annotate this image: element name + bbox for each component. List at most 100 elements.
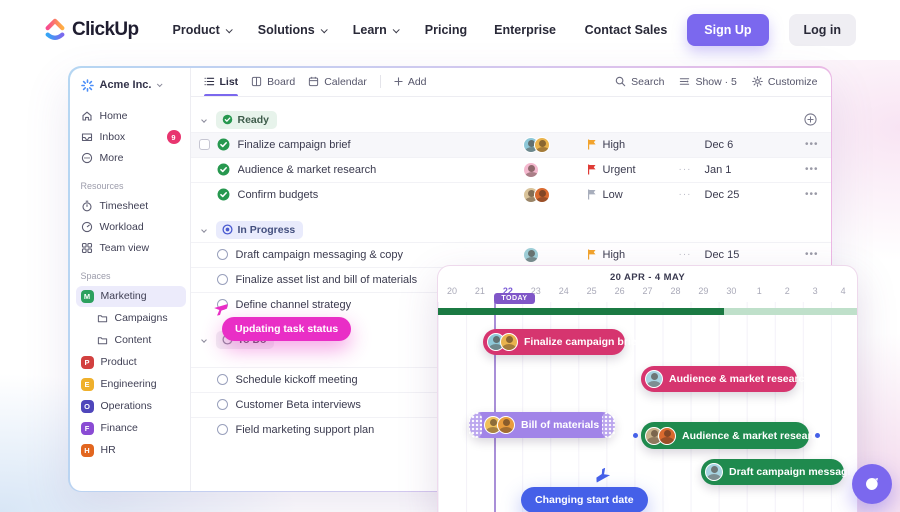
sidebar-item-team-view[interactable]: Team view xyxy=(77,238,185,259)
collapse-chevron-icon[interactable] xyxy=(200,226,207,233)
gantt-bar[interactable]: Draft campaign messaging xyxy=(701,459,857,485)
priority-cell[interactable]: High xyxy=(587,249,679,261)
nav-item-enterprise[interactable]: Enterprise xyxy=(494,23,556,37)
assignee-avatars[interactable] xyxy=(522,246,587,263)
task-row[interactable]: Draft campaign messaging & copy High ···… xyxy=(190,241,831,267)
gantt-day: 21 xyxy=(474,286,485,296)
dependency-dot[interactable] xyxy=(815,433,820,438)
gantt-day: 26 xyxy=(614,286,625,296)
due-date[interactable]: Dec 6 xyxy=(704,138,734,151)
sidebar-item-inbox[interactable]: Inbox 9 xyxy=(77,127,185,148)
space-operations[interactable]: O Operations xyxy=(76,396,186,417)
drag-handle-left[interactable] xyxy=(469,412,482,438)
space-badge: F xyxy=(80,421,94,435)
sidebar-item-home[interactable]: Home xyxy=(77,106,185,127)
sidebar-item-timesheet[interactable]: Timesheet xyxy=(77,196,185,217)
priority-cell[interactable]: Low xyxy=(587,189,679,201)
space-marketing[interactable]: M Marketing xyxy=(75,285,186,307)
priority-cell[interactable]: High xyxy=(587,139,679,151)
gantt-day: 30 xyxy=(726,286,737,296)
task-checkbox[interactable] xyxy=(198,139,210,150)
nav-item-pricing[interactable]: Pricing xyxy=(424,23,468,37)
log-in-button[interactable]: Log in xyxy=(788,14,856,46)
search-button[interactable]: Search xyxy=(615,76,664,88)
show-filter-icon xyxy=(680,78,690,85)
contact-sales-link[interactable]: Contact Sales xyxy=(584,23,668,37)
drag-handle-right[interactable] xyxy=(602,412,615,438)
priority-more-dots[interactable]: ··· xyxy=(678,189,692,200)
folder-campaigns[interactable]: Campaigns xyxy=(76,308,186,329)
sidebar-item-workload[interactable]: Workload xyxy=(77,217,185,238)
status-done-icon[interactable] xyxy=(217,163,230,176)
priority-cell[interactable]: Urgent xyxy=(587,164,679,176)
gantt-bar[interactable]: Audience & market research xyxy=(641,366,811,392)
gantt-day: 20 xyxy=(446,286,457,296)
space-badge: M xyxy=(80,289,94,303)
status-open-icon[interactable] xyxy=(216,274,228,285)
nav-item-product[interactable]: Product xyxy=(173,23,233,37)
task-row[interactable]: Confirm budgets Low ··· Dec 25 xyxy=(190,181,831,207)
customize-button[interactable]: Customize xyxy=(752,76,818,88)
status-done-icon[interactable] xyxy=(217,138,230,151)
collapse-chevron-icon[interactable] xyxy=(200,336,207,343)
status-open-icon[interactable] xyxy=(216,424,228,435)
space-hr[interactable]: H HR xyxy=(76,440,186,461)
status-open-icon[interactable] xyxy=(216,249,228,260)
priority-more-dots[interactable]: ··· xyxy=(678,164,692,175)
row-menu-button[interactable]: ••• xyxy=(804,189,819,200)
group-header-ready[interactable]: Ready xyxy=(191,108,831,132)
priority-more-dots[interactable]: ··· xyxy=(678,249,692,260)
tab-calendar[interactable]: Calendar xyxy=(308,68,367,96)
task-row[interactable]: Finalize campaign brief High De xyxy=(190,131,831,157)
gantt-bar-label: Draft campaign messaging xyxy=(729,466,858,478)
gantt-date-range: 20 APR - 4 MAY xyxy=(609,272,686,283)
collapse-chevron-icon[interactable] xyxy=(200,116,207,123)
sign-up-button[interactable]: Sign Up xyxy=(687,14,769,46)
due-date[interactable]: Jan 1 xyxy=(704,163,732,176)
nav-menu: Product Solutions Learn Pricing Enterpri… xyxy=(173,23,556,37)
task-row[interactable]: Audience & market research Urgent ··· Ja… xyxy=(190,156,831,182)
space-finance[interactable]: F Finance xyxy=(76,418,186,439)
chat-widget-button[interactable] xyxy=(852,464,892,504)
sidebar-item-label: Inbox xyxy=(99,131,126,143)
row-menu-button[interactable]: ••• xyxy=(804,164,819,175)
space-engineering[interactable]: E Engineering xyxy=(76,374,186,395)
tab-list[interactable]: List xyxy=(203,68,238,96)
space-label: Finance xyxy=(100,422,138,434)
row-menu-button[interactable]: ••• xyxy=(804,249,819,260)
nav-item-solutions[interactable]: Solutions xyxy=(258,23,328,37)
row-menu-button[interactable]: ••• xyxy=(804,139,819,150)
dependency-dot[interactable] xyxy=(633,433,638,438)
folder-content[interactable]: Content xyxy=(76,330,186,351)
gantt-bar[interactable]: Audience & market research xyxy=(641,422,824,449)
gantt-bar-label: Audience & market research xyxy=(682,429,824,442)
nav-item-learn[interactable]: Learn xyxy=(353,23,400,37)
status-open-icon[interactable] xyxy=(216,374,228,385)
assignee-avatars[interactable] xyxy=(522,186,587,203)
workspace-switcher[interactable]: Acme Inc. xyxy=(80,78,181,92)
gantt-bar[interactable]: Finalize campaign brief xyxy=(483,329,640,355)
show-filter-button[interactable]: Show · 5 xyxy=(679,76,737,88)
group-header-in-progress[interactable]: In Progress xyxy=(191,218,831,242)
gantt-bar[interactable]: Bill of materials xyxy=(469,412,615,438)
assignee-avatars[interactable] xyxy=(522,136,587,153)
due-date[interactable]: Dec 15 xyxy=(704,248,740,261)
space-label: Engineering xyxy=(100,378,157,390)
view-toolbar: List Board Calendar Add xyxy=(190,68,831,97)
sidebar-item-label: Home xyxy=(99,110,128,122)
add-view-button[interactable]: Add xyxy=(394,76,427,88)
priority-flag-icon xyxy=(587,164,595,175)
sidebar-item-more[interactable]: More xyxy=(77,148,185,169)
add-task-button[interactable] xyxy=(803,113,817,126)
gantt-grid: TODAY Finalize campaign brief Audience &… xyxy=(438,293,857,512)
priority-flag-icon xyxy=(587,139,595,150)
status-in-progress-icon xyxy=(221,224,233,235)
assignee-avatars[interactable] xyxy=(522,161,587,178)
clickup-logo[interactable]: ClickUp xyxy=(44,18,139,42)
status-done-icon[interactable] xyxy=(217,188,230,201)
avatar xyxy=(705,463,723,481)
tab-board[interactable]: Board xyxy=(251,68,295,96)
due-date[interactable]: Dec 25 xyxy=(704,188,740,201)
space-product[interactable]: P Product xyxy=(76,352,186,373)
status-open-icon[interactable] xyxy=(216,399,228,410)
